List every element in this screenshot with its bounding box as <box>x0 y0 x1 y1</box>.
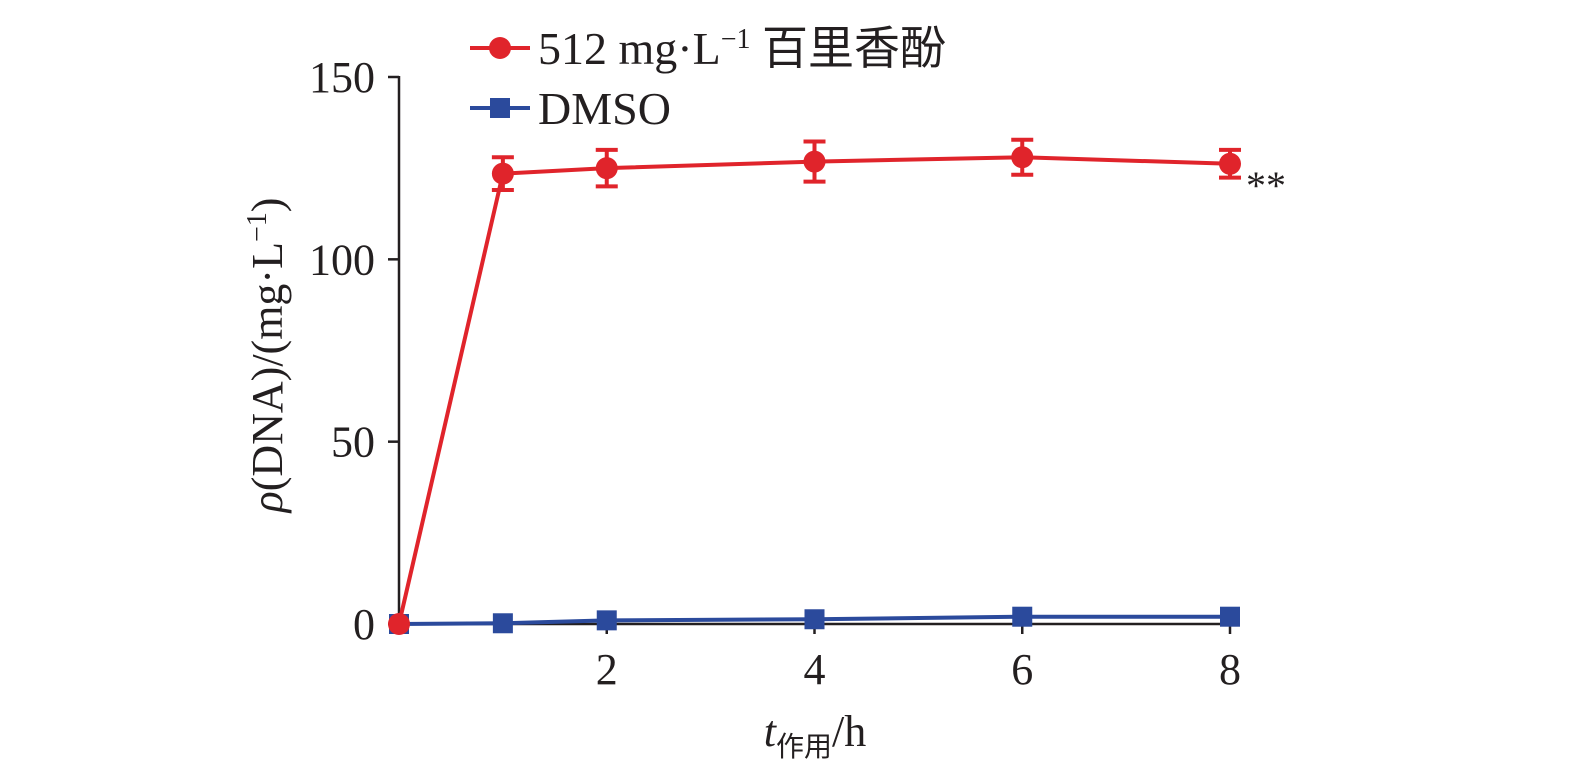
legend-label: 512 mg·L−1 百里香酚 <box>538 23 946 74</box>
axes: 0 50 100 150 2 4 6 8 <box>309 53 1241 694</box>
legend-label-tail: 百里香酚 <box>751 23 947 74</box>
x-tick-label: 2 <box>596 645 618 694</box>
x-tick-label: 4 <box>804 645 826 694</box>
y-tick-label: 150 <box>309 53 375 102</box>
data-point <box>1011 146 1034 169</box>
data-point <box>1220 606 1240 627</box>
data-point <box>803 150 826 173</box>
x-axis-title-var: t <box>764 707 778 756</box>
data-point <box>595 157 618 180</box>
legend-item-1: DMSO <box>470 83 671 134</box>
y-axis-title: ρ(DNA)/(mg·L−1) <box>242 198 292 515</box>
legend-label-sup: −1 <box>721 24 751 55</box>
data-point <box>596 610 617 631</box>
y-tick-label: 50 <box>331 418 375 467</box>
y-tick-label: 100 <box>309 235 375 284</box>
data-point <box>492 613 513 634</box>
legend-label: DMSO <box>538 83 671 134</box>
x-tick-label: 8 <box>1219 645 1241 694</box>
legend-marker <box>489 37 511 59</box>
y-axis-title-sup: −1 <box>242 212 273 242</box>
x-tick-label: 6 <box>1011 645 1033 694</box>
x-axis-title-unit: /h <box>832 707 866 756</box>
y-axis-title-text: (DNA)/(mg·L <box>243 242 292 491</box>
data-point <box>491 162 514 185</box>
y-axis-title-var: ρ <box>243 491 292 514</box>
y-axis-title-close: ) <box>243 198 292 213</box>
legend-label-main: DMSO <box>538 83 671 134</box>
x-axis-title: t作用/h <box>764 707 866 763</box>
legend: 512 mg·L−1 百里香酚 DMSO <box>470 23 946 134</box>
legend-marker <box>490 98 510 118</box>
series-layer: ** <box>388 137 1286 635</box>
x-axis-title-sub: 作用 <box>776 731 832 763</box>
series-0 <box>388 137 1241 635</box>
y-tick-label: 0 <box>353 600 375 649</box>
legend-label-main: 512 mg·L <box>538 23 721 74</box>
significance-annotation: ** <box>1246 163 1286 208</box>
series-line <box>397 155 1231 625</box>
series-line <box>398 614 1230 626</box>
axis-titles: t作用/h ρ(DNA)/(mg·L−1) <box>242 198 866 763</box>
data-point <box>1219 152 1241 175</box>
data-point <box>1012 606 1033 627</box>
data-point <box>804 609 825 630</box>
legend-item-0: 512 mg·L−1 百里香酚 <box>470 23 946 74</box>
data-point <box>388 613 410 635</box>
